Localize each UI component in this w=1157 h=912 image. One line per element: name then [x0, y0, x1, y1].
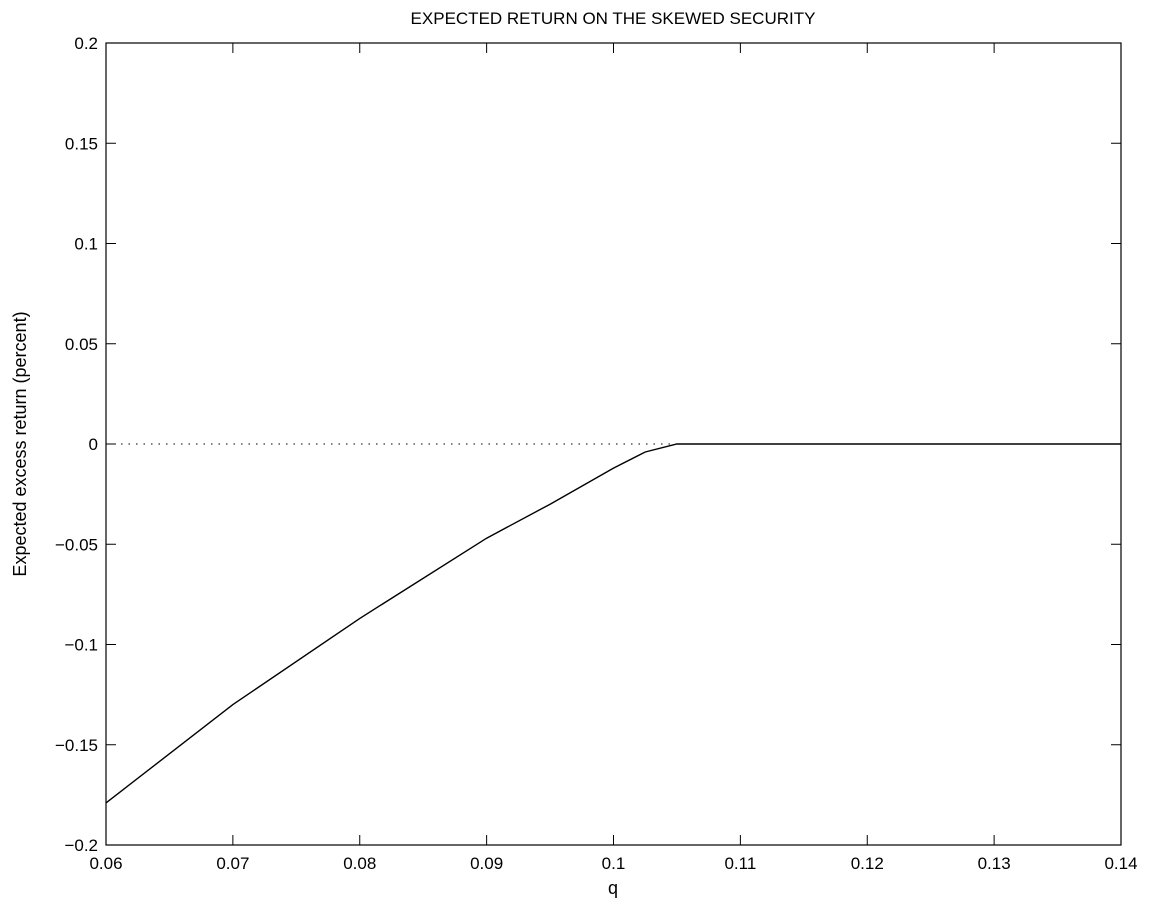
y-tick-label: 0.15 — [65, 134, 98, 153]
y-tick-label: 0.2 — [74, 34, 98, 53]
y-axis-title: Expected excess return (percent) — [10, 311, 30, 576]
x-tick-label: 0.11 — [724, 854, 756, 873]
x-axis-title: q — [608, 878, 618, 898]
x-tick-label: 0.07 — [216, 854, 249, 873]
x-tick-label: 0.09 — [470, 854, 503, 873]
y-tick-label: 0.1 — [74, 235, 98, 254]
x-tick-label: 0.13 — [978, 854, 1011, 873]
x-tick-label: 0.1 — [602, 854, 626, 873]
y-tick-label: −0.2 — [64, 836, 98, 855]
labels-layer: EXPECTED RETURN ON THE SKEWED SECURITY q… — [10, 9, 815, 898]
marks-layer — [105, 443, 1121, 804]
y-tick-label: −0.15 — [55, 736, 98, 755]
x-tick-label: 0.14 — [1104, 854, 1137, 873]
x-tick-label: 0.06 — [89, 854, 122, 873]
x-tick-label: 0.08 — [343, 854, 376, 873]
x-tick-label: 0.12 — [851, 854, 884, 873]
series-line — [105, 443, 1121, 804]
y-tick-label: −0.1 — [64, 636, 98, 655]
axes-layer: 0.06 0.07 0.08 0.09 0.1 0.11 0.12 0.13 0.14 −0.2 −… — [55, 34, 1138, 873]
y-tick-label: 0.05 — [65, 335, 98, 354]
chart-title: EXPECTED RETURN ON THE SKEWED SECURITY — [411, 9, 816, 28]
y-tick-label: 0 — [89, 435, 98, 454]
y-tick-label: −0.05 — [55, 535, 98, 554]
